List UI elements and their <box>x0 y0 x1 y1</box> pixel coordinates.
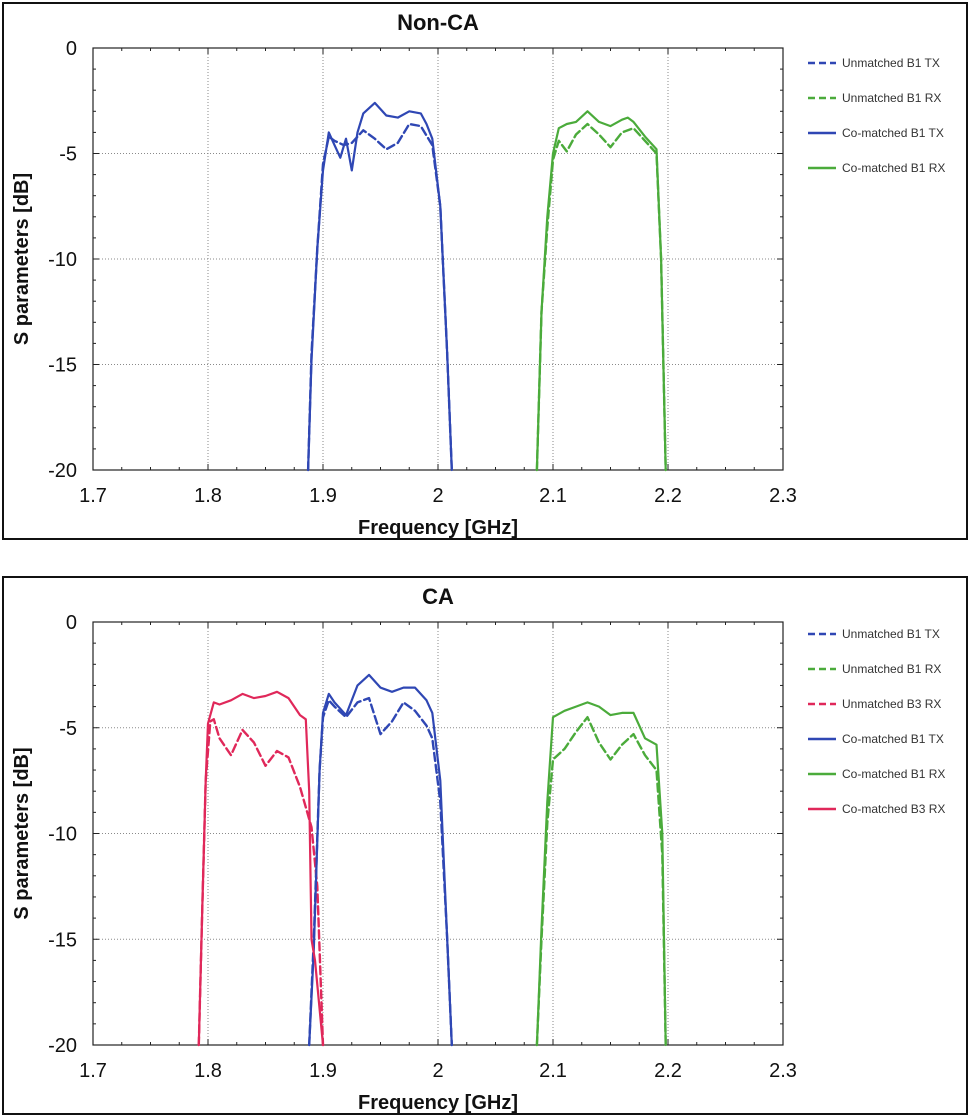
legend-label: Unmatched B1 RX <box>842 91 941 105</box>
legend-label: Co-matched B1 RX <box>842 161 945 175</box>
x-tick-label: 2.1 <box>539 485 567 507</box>
legend-label: Unmatched B1 TX <box>842 56 940 70</box>
legend-label: Co-matched B1 TX <box>842 732 944 746</box>
legend-label: Co-matched B3 RX <box>842 802 945 816</box>
series-line <box>197 718 325 1047</box>
x-tick-label: 1.7 <box>79 485 107 507</box>
y-axis-label: S parameters [dB] <box>11 173 33 345</box>
x-axis-label: Frequency [GHz] <box>358 517 518 538</box>
legend-label: Co-matched B1 TX <box>842 126 944 140</box>
y-tick-label: -10 <box>48 249 77 271</box>
x-tick-label: 2.3 <box>769 485 797 507</box>
y-tick-label: 0 <box>66 38 77 60</box>
y-tick-label: -15 <box>48 929 77 951</box>
y-tick-label: -15 <box>48 355 77 377</box>
chart-panel-ca: 1.7 1.8 1.9 2 2.1 2.2 2.3 0 -5 -10 -15 -20 CA Frequen… <box>2 576 968 1115</box>
x-tick-label: 2 <box>432 1060 443 1082</box>
x-tick-label: 2.1 <box>539 1060 567 1082</box>
chart-svg-ca: 1.7 1.8 1.9 2 2.1 2.2 2.3 0 -5 -10 -15 -20 CA Frequen… <box>11 584 945 1113</box>
plot-frame <box>92 621 784 1046</box>
chart-svg-non-ca: 1.7 1.8 1.9 2 2.1 2.2 2.3 0 -5 -10 -15 -20 Non-CA Fre… <box>11 10 945 538</box>
y-tick-label: -5 <box>59 144 77 166</box>
legend-label: Co-matched B1 RX <box>842 767 945 781</box>
x-tick-label: 1.9 <box>309 485 337 507</box>
series-line <box>535 701 667 1047</box>
chart-title: Non-CA <box>397 10 479 35</box>
x-tick-label: 2.3 <box>769 1060 797 1082</box>
y-tick-label: -20 <box>48 1035 77 1057</box>
series-line <box>308 673 453 1047</box>
chart-title: CA <box>422 584 454 609</box>
x-tick-label: 1.8 <box>194 485 222 507</box>
y-tick-label: -20 <box>48 460 77 482</box>
y-tick-label: 0 <box>66 612 77 634</box>
legend-label: Unmatched B1 RX <box>842 662 941 676</box>
series-line <box>307 101 453 472</box>
chart-panel-non-ca: 1.7 1.8 1.9 2 2.1 2.2 2.3 0 -5 -10 -15 -20 Non-CA Fre… <box>2 2 968 540</box>
x-tick-label: 2.2 <box>654 485 682 507</box>
legend-label: Unmatched B3 RX <box>842 697 941 711</box>
x-axis-label: Frequency [GHz] <box>358 1092 518 1113</box>
series-line <box>535 110 667 472</box>
y-axis-label: S parameters [dB] <box>11 747 33 919</box>
x-tick-label: 1.7 <box>79 1060 107 1082</box>
legend-label: Unmatched B1 TX <box>842 627 940 641</box>
x-tick-label: 2 <box>432 485 443 507</box>
plot-frame <box>92 47 784 471</box>
x-tick-label: 1.9 <box>309 1060 337 1082</box>
y-tick-label: -5 <box>59 718 77 740</box>
series-line <box>535 715 667 1047</box>
x-tick-label: 2.2 <box>654 1060 682 1082</box>
x-tick-label: 1.8 <box>194 1060 222 1082</box>
y-tick-label: -10 <box>48 824 77 846</box>
series-line <box>197 690 325 1047</box>
